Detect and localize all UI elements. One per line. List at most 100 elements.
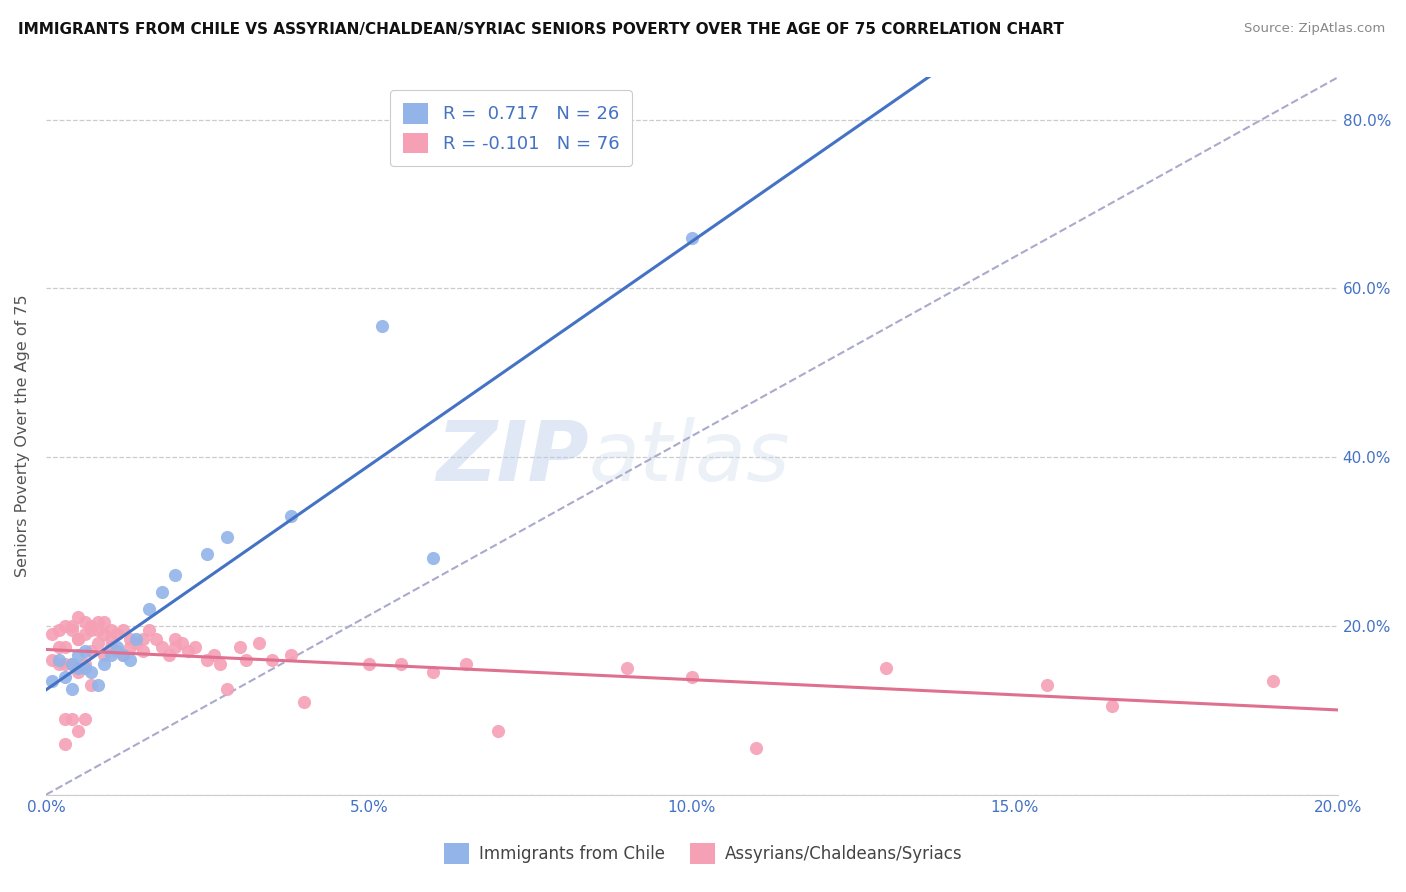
Point: [177, 644, 200, 658]
Point: [170, 636, 193, 650]
Point: [247, 636, 270, 650]
Point: [48, 640, 70, 654]
Point: [138, 623, 160, 637]
Point: [1101, 699, 1123, 714]
Point: [93, 627, 115, 641]
Point: [100, 632, 122, 646]
Point: [73, 661, 96, 675]
Text: Source: ZipAtlas.com: Source: ZipAtlas.com: [1244, 22, 1385, 36]
Point: [145, 632, 167, 646]
Point: [86, 678, 108, 692]
Point: [616, 661, 638, 675]
Point: [357, 657, 380, 671]
Point: [41, 673, 63, 688]
Legend: R =  0.717   N = 26, R = -0.101   N = 76: R = 0.717 N = 26, R = -0.101 N = 76: [389, 90, 631, 166]
Point: [118, 632, 141, 646]
Point: [53, 657, 76, 671]
Point: [60, 623, 83, 637]
Point: [67, 632, 90, 646]
Point: [150, 640, 173, 654]
Point: [150, 585, 173, 599]
Point: [41, 627, 63, 641]
Point: [745, 741, 768, 756]
Point: [67, 648, 90, 663]
Y-axis label: Seniors Poverty Over the Age of 75: Seniors Poverty Over the Age of 75: [15, 294, 30, 577]
Point: [371, 319, 394, 334]
Point: [53, 737, 76, 751]
Point: [132, 632, 155, 646]
Point: [235, 653, 257, 667]
Point: [93, 648, 115, 663]
Point: [1261, 673, 1284, 688]
Point: [73, 712, 96, 726]
Point: [125, 636, 148, 650]
Point: [875, 661, 897, 675]
Point: [53, 619, 76, 633]
Point: [93, 615, 115, 629]
Point: [48, 657, 70, 671]
Point: [228, 640, 250, 654]
Point: [73, 615, 96, 629]
Point: [80, 665, 103, 680]
Point: [60, 657, 83, 671]
Point: [681, 669, 703, 683]
Point: [100, 623, 122, 637]
Point: [112, 623, 135, 637]
Point: [112, 648, 135, 663]
Point: [486, 724, 509, 739]
Point: [73, 627, 96, 641]
Point: [422, 665, 444, 680]
Point: [67, 610, 90, 624]
Point: [67, 724, 90, 739]
Point: [53, 712, 76, 726]
Point: [60, 657, 83, 671]
Text: IMMIGRANTS FROM CHILE VS ASSYRIAN/CHALDEAN/SYRIAC SENIORS POVERTY OVER THE AGE O: IMMIGRANTS FROM CHILE VS ASSYRIAN/CHALDE…: [18, 22, 1064, 37]
Point: [389, 657, 412, 671]
Point: [157, 648, 180, 663]
Legend: Immigrants from Chile, Assyrians/Chaldeans/Syriacs: Immigrants from Chile, Assyrians/Chaldea…: [437, 837, 969, 871]
Point: [118, 640, 141, 654]
Point: [260, 653, 283, 667]
Point: [422, 551, 444, 566]
Point: [60, 682, 83, 697]
Point: [112, 648, 135, 663]
Point: [197, 547, 219, 561]
Point: [138, 602, 160, 616]
Point: [80, 678, 103, 692]
Point: [48, 653, 70, 667]
Point: [100, 640, 122, 654]
Point: [86, 623, 108, 637]
Point: [215, 682, 238, 697]
Point: [73, 644, 96, 658]
Point: [80, 623, 103, 637]
Point: [118, 653, 141, 667]
Point: [215, 530, 238, 544]
Point: [105, 640, 128, 654]
Point: [280, 509, 302, 524]
Point: [73, 657, 96, 671]
Point: [41, 653, 63, 667]
Point: [280, 648, 302, 663]
Point: [80, 619, 103, 633]
Point: [165, 568, 187, 582]
Point: [292, 695, 315, 709]
Point: [48, 623, 70, 637]
Point: [86, 615, 108, 629]
Point: [454, 657, 477, 671]
Point: [60, 712, 83, 726]
Point: [53, 669, 76, 683]
Point: [1036, 678, 1059, 692]
Point: [105, 644, 128, 658]
Point: [67, 661, 90, 675]
Point: [183, 640, 205, 654]
Point: [67, 632, 90, 646]
Text: atlas: atlas: [589, 417, 790, 498]
Point: [202, 648, 225, 663]
Text: ZIP: ZIP: [436, 417, 589, 498]
Point: [132, 644, 155, 658]
Point: [165, 632, 187, 646]
Point: [53, 640, 76, 654]
Point: [165, 640, 187, 654]
Point: [125, 632, 148, 646]
Point: [100, 648, 122, 663]
